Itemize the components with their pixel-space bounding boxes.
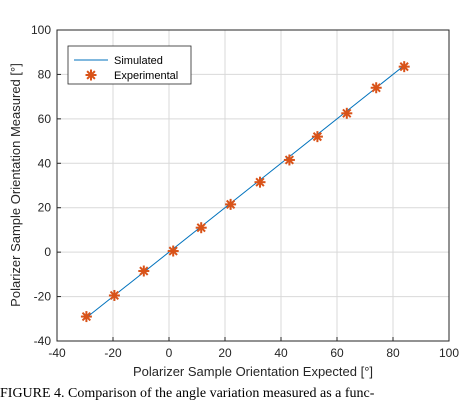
x-tick-label: 60 <box>330 346 344 360</box>
simulated-series <box>84 65 405 320</box>
y-axis-label: Polarizer Sample Orientation Measured [°… <box>8 63 23 307</box>
x-tick-label: -40 <box>48 346 66 360</box>
legend-label-simulated: Simulated <box>114 55 163 67</box>
figure-caption: FIGURE 4. Comparison of the angle variat… <box>0 386 375 401</box>
y-tick-label: -20 <box>34 290 52 304</box>
legend-marker-swatch <box>85 69 97 81</box>
chart: -40 -20 0 20 40 60 80 100 -40 -20 0 20 40 60 80 100 Po… <box>8 23 459 379</box>
legend: Simulated Experimental <box>67 45 192 85</box>
y-tick-label: 0 <box>44 245 51 259</box>
legend-asterisk-icon <box>85 69 97 81</box>
experimental-point <box>108 289 120 301</box>
y-tick-label: -40 <box>34 334 52 348</box>
y-tick-label: 20 <box>38 201 52 215</box>
x-tick-label: 100 <box>439 346 459 360</box>
legend-label-experimental: Experimental <box>114 70 178 82</box>
experimental-point <box>283 154 295 166</box>
y-axis-ticks: -40 -20 0 20 40 60 80 100 <box>31 23 61 348</box>
plot-frame <box>56 29 450 342</box>
experimental-point <box>225 198 237 210</box>
experimental-series <box>80 61 410 323</box>
x-axis-ticks: -40 -20 0 20 40 60 80 100 <box>48 337 459 360</box>
experimental-point <box>311 131 323 143</box>
x-tick-label: -20 <box>104 346 122 360</box>
experimental-point <box>80 311 92 323</box>
y-tick-label: 60 <box>38 112 52 126</box>
y-tick-label: 40 <box>38 156 52 170</box>
x-axis-label: Polarizer Sample Orientation Expected [°… <box>133 364 373 379</box>
experimental-point <box>254 176 266 188</box>
experimental-point <box>341 107 353 119</box>
x-tick-label: 0 <box>166 346 173 360</box>
experimental-point <box>398 61 410 73</box>
y-tick-label: 100 <box>31 23 51 37</box>
x-tick-label: 20 <box>218 346 232 360</box>
x-tick-label: 80 <box>386 346 400 360</box>
x-tick-label: 40 <box>274 346 288 360</box>
simulated-line <box>84 65 405 320</box>
experimental-point <box>138 265 150 277</box>
experimental-point <box>167 245 179 257</box>
experimental-point <box>370 82 382 94</box>
experimental-point <box>195 222 207 234</box>
y-tick-label: 80 <box>38 67 52 81</box>
